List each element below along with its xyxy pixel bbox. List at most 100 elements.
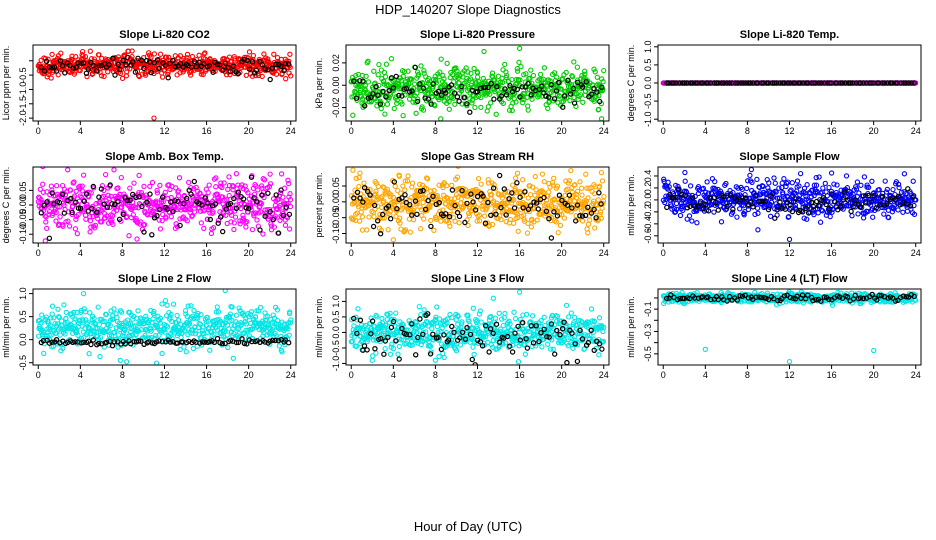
point-black: [269, 65, 275, 71]
point-black: [177, 60, 184, 67]
point: [560, 98, 566, 105]
x-tick-label: 16: [827, 248, 837, 258]
point-black: [377, 230, 384, 237]
point-black: [517, 94, 523, 100]
point-black: [577, 212, 583, 219]
point: [111, 306, 117, 312]
point: [510, 220, 517, 226]
point-black: [414, 211, 420, 217]
point-black: [780, 80, 786, 86]
point-black: [219, 228, 226, 235]
point: [529, 184, 536, 190]
point: [265, 56, 271, 62]
point: [62, 331, 68, 337]
point: [456, 220, 462, 226]
point: [532, 192, 538, 198]
point: [560, 76, 566, 82]
point-black: [497, 172, 503, 179]
point-black: [393, 73, 399, 80]
point: [447, 223, 453, 229]
point: [69, 56, 75, 63]
y-axis-label: percent per min.: [314, 172, 324, 237]
point-black: [175, 198, 181, 205]
point: [853, 186, 860, 192]
x-tick-label: 12: [784, 248, 794, 258]
point-black: [122, 341, 129, 347]
point: [407, 229, 414, 235]
point-black: [357, 78, 363, 84]
point: [226, 54, 233, 60]
point: [87, 218, 94, 224]
point-black: [488, 80, 494, 87]
y-tick-label: 0.02: [331, 54, 341, 72]
point: [493, 111, 499, 117]
point: [417, 204, 423, 210]
point-black: [715, 80, 722, 86]
point: [555, 229, 561, 236]
point-black: [546, 215, 552, 222]
point: [400, 73, 406, 80]
point-black: [742, 195, 749, 201]
point: [748, 167, 755, 173]
point-black: [842, 189, 848, 195]
outlier-point: [142, 72, 149, 78]
point: [227, 71, 233, 78]
point: [105, 192, 111, 199]
point: [230, 187, 236, 193]
y-tick-label: -1.0: [18, 82, 28, 98]
point: [48, 75, 54, 81]
point-black: [543, 93, 549, 99]
point: [288, 73, 294, 79]
point: [288, 317, 294, 323]
point: [156, 332, 162, 338]
point: [365, 79, 372, 85]
point-black: [462, 219, 468, 226]
point-black: [244, 57, 250, 64]
point-black: [42, 68, 48, 74]
point: [134, 236, 140, 242]
point: [287, 191, 293, 197]
point-black: [715, 207, 722, 213]
point: [157, 226, 164, 232]
point: [391, 105, 397, 112]
point: [548, 214, 555, 221]
point-black: [117, 66, 123, 73]
point-black: [412, 64, 418, 71]
point-black: [456, 213, 463, 220]
point: [568, 167, 574, 174]
point-black: [144, 199, 150, 205]
point: [595, 106, 602, 113]
point: [194, 315, 201, 321]
point: [184, 55, 190, 61]
point: [599, 205, 605, 211]
point: [596, 183, 603, 189]
point-black: [585, 204, 591, 211]
y-tick-label: 0.00: [331, 76, 341, 94]
point-black: [78, 60, 84, 66]
point: [189, 213, 195, 220]
point-black: [548, 235, 555, 241]
x-tick-label: 12: [159, 126, 169, 136]
point: [820, 185, 826, 191]
point: [381, 79, 387, 85]
point-black: [90, 337, 97, 343]
point-black: [456, 98, 462, 104]
point: [53, 183, 60, 189]
point: [36, 317, 43, 323]
point: [489, 221, 496, 228]
point-black: [199, 202, 205, 208]
point-black: [589, 91, 595, 97]
y-tick-label: 0.00: [331, 193, 341, 211]
y-tick-label: 0.4: [643, 170, 653, 183]
point-black: [511, 205, 518, 211]
point-black: [488, 212, 494, 218]
point: [712, 186, 719, 192]
point-black: [539, 83, 545, 89]
point: [80, 53, 86, 59]
point: [673, 200, 680, 207]
point: [48, 332, 54, 338]
point-black: [49, 190, 55, 196]
point: [266, 183, 273, 190]
point: [373, 188, 379, 194]
point: [472, 104, 478, 111]
